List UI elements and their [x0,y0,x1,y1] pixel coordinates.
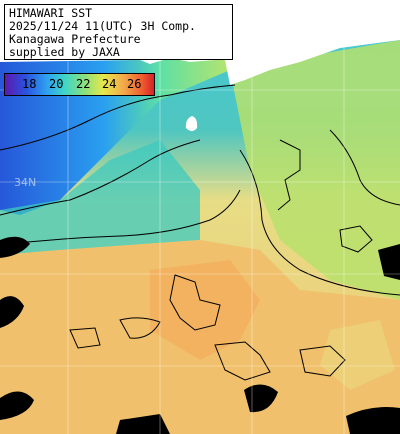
legend-tick-18: 18 [22,77,37,91]
legend-color-bar [5,74,154,95]
warm-eddy [150,260,260,360]
legend-tick-26: 26 [127,77,142,91]
land-island [185,116,198,131]
legend-tick-20: 20 [49,77,64,91]
legend-tick-24: 24 [102,77,117,91]
shelf-warm-zone [230,40,400,300]
observation-time: 2025/11/24 11(UTC) 3H Comp. [9,19,196,33]
cloud-mask [378,244,400,280]
land-mainland [0,0,400,85]
cloud-mask [346,407,400,434]
region-name: Kanagawa Prefecture [9,32,141,46]
product-title: HIMAWARI SST [9,6,93,20]
temperature-legend: 18 20 22 24 26 [4,73,155,96]
data-provider: supplied by JAXA [9,45,120,59]
cloud-mask [244,384,278,413]
legend-tick-22: 22 [76,77,91,91]
warm-eddy-east [320,320,395,390]
cloud-mask [116,414,170,434]
isotherm-contours [0,84,400,381]
latitude-label: 34N [14,176,37,189]
title-box: HIMAWARI SST 2025/11/24 11(UTC) 3H Comp.… [4,4,233,60]
transition-band [0,140,200,255]
cloud-mask [0,391,34,420]
cloud-mask [0,296,24,328]
